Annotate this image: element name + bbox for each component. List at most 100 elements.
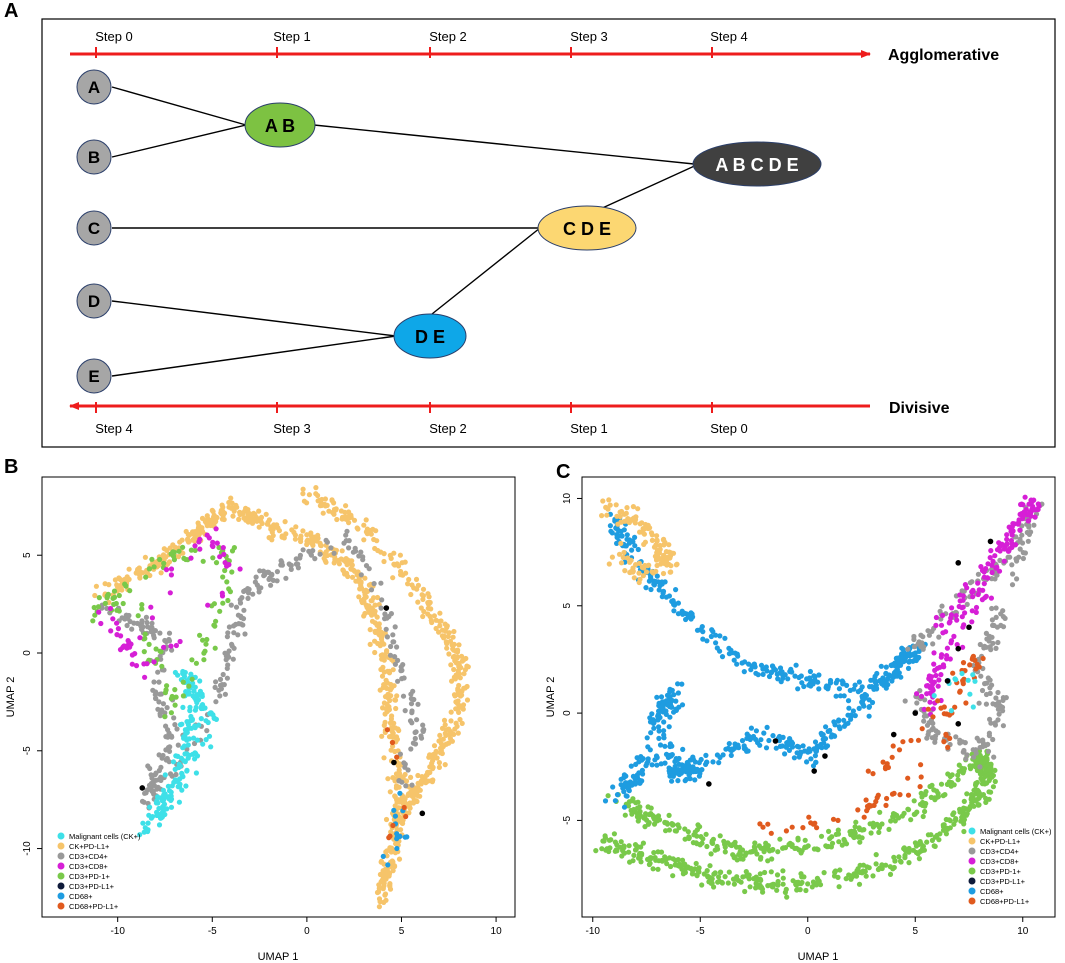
data-point [442, 762, 448, 768]
data-point [420, 722, 426, 728]
data-point [163, 757, 169, 763]
data-point [363, 594, 369, 600]
data-point [172, 702, 178, 708]
data-point [168, 789, 174, 795]
data-point [189, 676, 195, 682]
data-point [821, 870, 827, 876]
data-point [669, 821, 675, 827]
data-point [924, 839, 930, 845]
data-point [242, 631, 248, 637]
data-point [162, 793, 168, 799]
data-point [853, 819, 859, 825]
data-point [789, 842, 795, 848]
divisive-label: Divisive [889, 400, 950, 417]
data-point [946, 817, 952, 823]
top-ticks [95, 47, 713, 58]
data-point [420, 593, 426, 599]
data-point [326, 508, 332, 514]
data-point [905, 792, 912, 798]
data-point [645, 804, 651, 810]
data-point [367, 627, 373, 633]
data-point [671, 608, 677, 614]
data-point [960, 660, 967, 666]
data-point [710, 628, 716, 635]
data-point [639, 529, 646, 535]
data-point [905, 775, 911, 781]
data-point [186, 683, 192, 689]
data-point [655, 717, 661, 723]
data-point [415, 772, 421, 779]
data-point [291, 529, 297, 536]
data-point [663, 711, 669, 718]
data-point [211, 715, 217, 721]
legend-label: CD68+PD-L1+ [980, 897, 1030, 906]
data-point [176, 761, 182, 767]
data-point [353, 578, 359, 584]
data-point [911, 651, 917, 657]
data-point [880, 759, 886, 765]
data-point [111, 588, 118, 594]
data-point [331, 550, 337, 556]
data-point [996, 711, 1002, 717]
data-point [237, 600, 244, 606]
data-point [672, 862, 678, 868]
data-point [802, 837, 808, 843]
data-point [768, 882, 774, 888]
data-point [972, 657, 978, 664]
data-point [742, 888, 748, 895]
data-point [655, 713, 661, 719]
data-point [989, 569, 995, 576]
data-point [614, 792, 621, 798]
data-point [700, 836, 706, 842]
data-point [464, 697, 471, 703]
data-point [216, 544, 222, 551]
data-point [380, 632, 386, 638]
data-point [204, 532, 210, 538]
data-point [176, 548, 182, 554]
data-point [811, 846, 818, 852]
data-point [976, 700, 982, 706]
data-point [1008, 528, 1014, 535]
data-point [967, 805, 973, 811]
highlight-point [706, 781, 712, 787]
data-point [763, 745, 770, 751]
data-point [660, 537, 667, 543]
data-point [761, 730, 767, 736]
data-point [704, 843, 710, 850]
y-tick-label: -5 [22, 746, 33, 755]
data-point [625, 803, 632, 809]
data-point [462, 667, 468, 673]
data-point [343, 503, 349, 509]
data-point [385, 776, 391, 782]
plot-c-highlights [706, 538, 994, 787]
data-point [361, 522, 367, 528]
data-point [681, 869, 687, 875]
data-point [386, 670, 393, 676]
data-point [941, 664, 947, 670]
data-point [98, 620, 104, 627]
data-point [241, 607, 247, 613]
panel-letter-a: A [4, 0, 19, 22]
data-point [387, 883, 393, 890]
data-point [633, 780, 639, 786]
data-point [358, 572, 364, 578]
data-point [213, 699, 219, 705]
data-point [421, 727, 427, 733]
data-point [669, 697, 675, 704]
data-point [812, 674, 818, 680]
data-point [624, 532, 630, 538]
data-point [918, 762, 924, 768]
data-point [960, 644, 966, 650]
data-point [412, 735, 418, 742]
data-point [146, 566, 152, 572]
data-point [341, 540, 347, 546]
data-point [826, 828, 832, 835]
data-point [426, 594, 432, 600]
data-point [171, 715, 177, 721]
data-point [991, 754, 997, 760]
data-point [682, 861, 688, 867]
data-point [927, 783, 933, 790]
data-point [993, 645, 999, 652]
data-point [385, 869, 391, 875]
data-point [375, 640, 381, 647]
